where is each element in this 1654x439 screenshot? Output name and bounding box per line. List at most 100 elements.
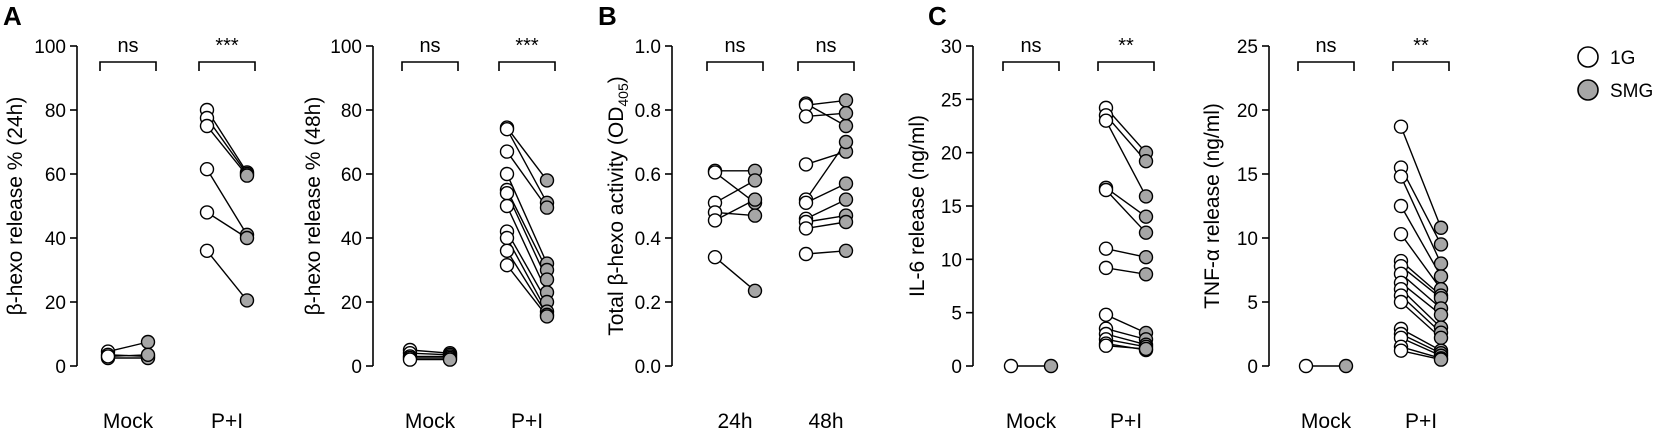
point-1g <box>1098 260 1114 276</box>
point-smg <box>1043 358 1059 374</box>
point-1g <box>499 121 515 137</box>
legend-label-1g: 1G <box>1610 48 1635 69</box>
y-tick-label: 20 <box>45 293 66 314</box>
y-tick-label: 10 <box>941 250 962 271</box>
point-smg <box>1138 153 1154 169</box>
point-1g <box>1003 358 1019 374</box>
point-1g <box>1393 226 1409 242</box>
point-smg <box>1138 189 1154 204</box>
x-category-label: 24h <box>717 410 752 433</box>
pair-line <box>1105 120 1147 197</box>
point-1g <box>499 144 515 159</box>
significance-label: ns <box>117 35 138 57</box>
point-1g <box>199 118 215 134</box>
point-1g <box>798 246 814 262</box>
point-smg <box>1138 209 1154 224</box>
pair-line <box>805 198 847 220</box>
y-tick-label: 20 <box>341 293 362 314</box>
y-axis-label: Total β-hexo activity (OD405) <box>605 76 631 336</box>
y-tick-label: 0.6 <box>635 165 661 186</box>
pair-line <box>206 168 248 236</box>
y-tick-label: 40 <box>45 229 66 250</box>
pair-line <box>1400 176 1442 264</box>
point-1g <box>1098 182 1114 198</box>
point-smg <box>1433 307 1449 322</box>
point-1g <box>1298 358 1314 374</box>
legend-marker-1g <box>1577 46 1599 68</box>
point-smg <box>239 168 255 183</box>
y-axis-label: β-hexo release % (48h) <box>302 97 325 316</box>
point-smg <box>1138 267 1154 282</box>
significance-bracket <box>99 61 157 71</box>
point-1g <box>499 230 515 246</box>
point-1g <box>499 258 515 273</box>
y-tick-label: 20 <box>1237 101 1258 122</box>
x-category-label: P+I <box>511 410 543 433</box>
x-category-label: Mock <box>103 410 154 433</box>
panel-letter-a: A <box>3 1 22 31</box>
panel-letter-c: C <box>928 1 947 31</box>
point-smg <box>1433 220 1449 235</box>
x-category-label: Mock <box>1301 410 1352 433</box>
x-category-label: 48h <box>808 410 843 433</box>
y-tick-label: 15 <box>941 197 962 218</box>
significance-bracket <box>706 61 764 71</box>
chart-4: 0 5 10 15 20 25 30 IL-6 release (ng/ml) Mock ns P+… <box>906 35 1155 433</box>
significance-label: ns <box>815 35 836 57</box>
point-1g <box>1393 169 1409 184</box>
x-category-label: P+I <box>211 410 243 433</box>
pair-line <box>714 179 756 204</box>
point-smg <box>1433 237 1449 252</box>
y-tick-label: 25 <box>1237 37 1258 58</box>
pair-line <box>1400 273 1442 309</box>
point-1g <box>499 166 515 182</box>
point-smg <box>838 214 854 230</box>
y-tick-label: 60 <box>45 165 66 186</box>
y-tick-label: 80 <box>341 101 362 122</box>
y-tick-label: 5 <box>951 304 962 325</box>
point-1g <box>402 352 418 367</box>
point-1g <box>199 243 215 259</box>
point-1g <box>707 250 723 265</box>
point-smg <box>1433 256 1449 271</box>
point-smg <box>539 272 555 287</box>
pair-line <box>1400 167 1442 245</box>
pair-line <box>1105 189 1147 234</box>
point-1g <box>1098 338 1114 353</box>
pair-line <box>714 256 756 292</box>
y-tick-label: 15 <box>1237 165 1258 186</box>
point-1g <box>798 157 814 172</box>
point-smg <box>1138 250 1154 265</box>
x-category-label: Mock <box>1006 410 1057 433</box>
significance-bracket <box>1392 61 1450 71</box>
significance-bracket <box>1002 61 1060 71</box>
point-smg <box>747 173 763 188</box>
significance-label: ns <box>419 35 440 57</box>
point-smg <box>539 173 555 188</box>
point-smg <box>1338 358 1354 374</box>
point-1g <box>1393 198 1409 214</box>
x-category-label: P+I <box>1405 410 1437 433</box>
panel-letter-b: B <box>598 1 617 31</box>
pair-line <box>206 250 248 301</box>
y-tick-label: 0 <box>55 357 66 378</box>
y-tick-label: 0 <box>951 357 962 378</box>
point-1g <box>1393 119 1409 134</box>
y-tick-label: 5 <box>1247 293 1258 314</box>
y-tick-label: 20 <box>941 144 962 165</box>
point-smg <box>838 93 854 108</box>
y-tick-label: 25 <box>941 90 962 111</box>
point-smg <box>1138 225 1154 240</box>
y-tick-label: 0.2 <box>635 293 661 314</box>
significance-bracket <box>401 61 459 71</box>
point-smg <box>838 118 854 134</box>
significance-bracket <box>1097 61 1155 71</box>
y-tick-label: 40 <box>341 229 362 250</box>
point-1g <box>499 198 515 214</box>
x-category-label: P+I <box>1110 410 1142 433</box>
pair-line <box>206 125 248 177</box>
y-tick-label: 0 <box>351 357 362 378</box>
y-tick-label: 0 <box>1247 357 1258 378</box>
significance-label: ns <box>1315 35 1336 57</box>
